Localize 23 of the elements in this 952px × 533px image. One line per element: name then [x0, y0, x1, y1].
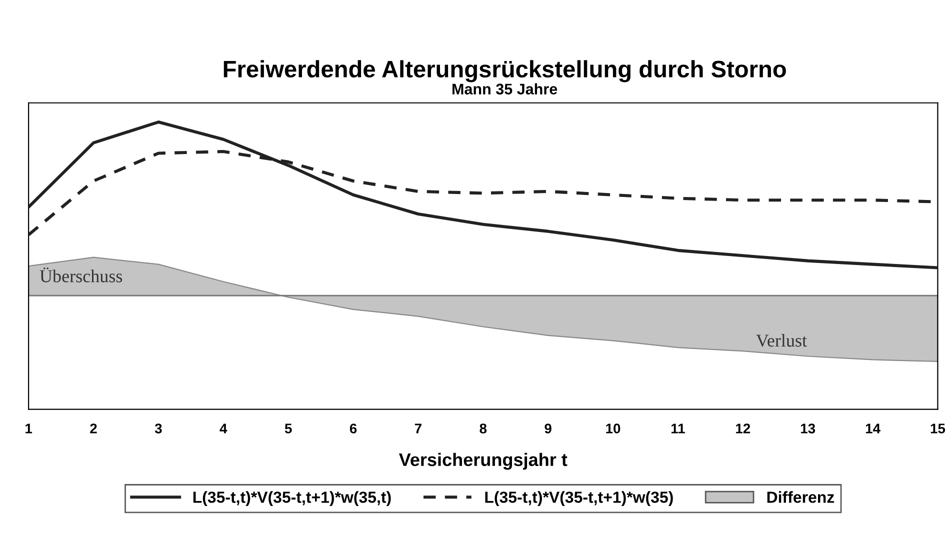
x-tick-label: 3	[154, 424, 162, 434]
x-tick-label: 4	[220, 424, 228, 434]
x-tick-label: 11	[671, 424, 685, 434]
x-tick-label: 6	[350, 424, 357, 434]
x-tick-label: 9	[544, 424, 552, 434]
legend-label: Differenz	[767, 491, 834, 503]
x-tick-label: 12	[736, 424, 750, 434]
x-tick-label: 15	[930, 424, 946, 434]
x-tick-label: 13	[800, 424, 816, 434]
x-tick-label: 2	[90, 424, 97, 434]
x-axis-title: Versicherungsjahr t	[398, 452, 568, 470]
annotation: Verlust	[756, 334, 807, 347]
x-tick-label: 1	[26, 424, 32, 434]
x-tick-label: 7	[414, 424, 422, 434]
legend-label: L(35-t,t)*V(35-t,t+1)*w(35,t)	[193, 491, 391, 506]
x-tick-label: 10	[606, 424, 620, 434]
chart-subtitle: Mann 35 Jahre	[452, 83, 558, 95]
annotation: Überschuss	[40, 268, 122, 282]
legend-label: L(35-t,t)*V(35-t,t+1)*w(35)	[485, 491, 673, 506]
x-tick-label: 14	[866, 424, 880, 434]
x-tick-label: 8	[480, 424, 487, 434]
chart-title: Freiwerdende Alterungsrückstellung durch Storno	[224, 60, 786, 82]
x-tick-label: 5	[284, 424, 292, 434]
